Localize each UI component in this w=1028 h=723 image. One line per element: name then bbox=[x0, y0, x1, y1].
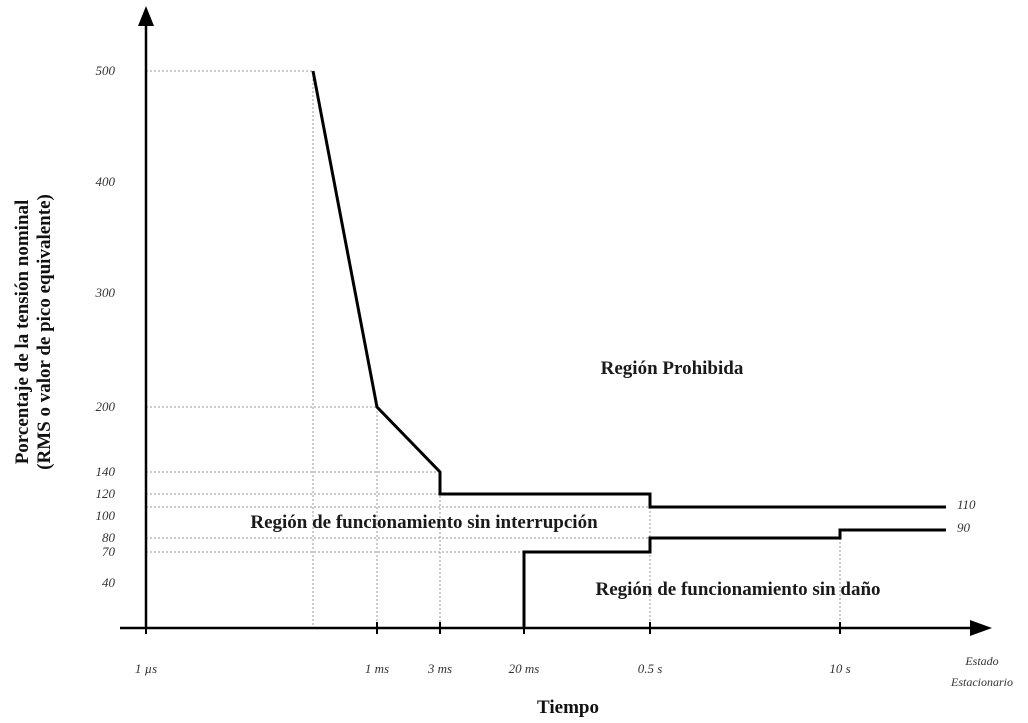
region-label: Región de funcionamiento sin daño bbox=[595, 579, 880, 600]
x-tick-label: 20 ms bbox=[509, 661, 540, 676]
x-tick-label: 1 µs bbox=[135, 661, 157, 676]
curve-90 bbox=[522, 528, 946, 628]
y-tick-label: 500 bbox=[96, 63, 116, 78]
y-tick-label: 70 bbox=[102, 544, 116, 559]
y-axis-arrow bbox=[138, 6, 154, 26]
y-axis-title-line: Porcentaje de la tensión nominal bbox=[12, 200, 33, 465]
region-label: Región Prohibida bbox=[601, 358, 744, 379]
curve-end-label: 90 bbox=[957, 520, 971, 535]
x-tick-label: Estacionario bbox=[950, 675, 1013, 689]
x-tick-label: 1 ms bbox=[365, 661, 389, 676]
y-tick-label: 100 bbox=[96, 508, 116, 523]
y-axis-title-line: (RMS o valor de pico equivalente) bbox=[34, 194, 55, 470]
y-tick-label: 80 bbox=[102, 530, 116, 545]
y-tick-label: 300 bbox=[95, 285, 116, 300]
x-axis-arrow bbox=[970, 620, 992, 636]
y-tick-label: 40 bbox=[102, 575, 116, 590]
y-tick-label: 140 bbox=[96, 464, 116, 479]
y-tick-label: 400 bbox=[96, 174, 116, 189]
region-labels: Región Prohibida Región de funcionamiento… bbox=[250, 358, 880, 600]
curve-end-label: 110 bbox=[957, 497, 976, 512]
x-tick-label: 10 s bbox=[829, 661, 850, 676]
y-tick-label: 200 bbox=[96, 399, 116, 414]
region-label: Región de funcionamiento sin interrupció… bbox=[250, 512, 598, 533]
curve-labels: 110 90 bbox=[957, 497, 976, 535]
x-axis-title: Tiempo bbox=[537, 697, 599, 718]
guide-lines bbox=[146, 70, 946, 628]
y-tick-label: 120 bbox=[96, 486, 116, 501]
axis-titles: Tiempo Porcentaje de la tensión nominal (R… bbox=[12, 194, 599, 718]
curves bbox=[311, 70, 946, 628]
x-tick-label: 3 ms bbox=[427, 661, 452, 676]
x-tick-label: 0.5 s bbox=[638, 661, 663, 676]
x-tick-labels: 1 µs 1 ms 3 ms 20 ms 0.5 s 10 s Estado Estacion… bbox=[135, 622, 1013, 689]
curve-110 bbox=[311, 70, 946, 509]
x-tick-label: Estado bbox=[964, 654, 998, 668]
